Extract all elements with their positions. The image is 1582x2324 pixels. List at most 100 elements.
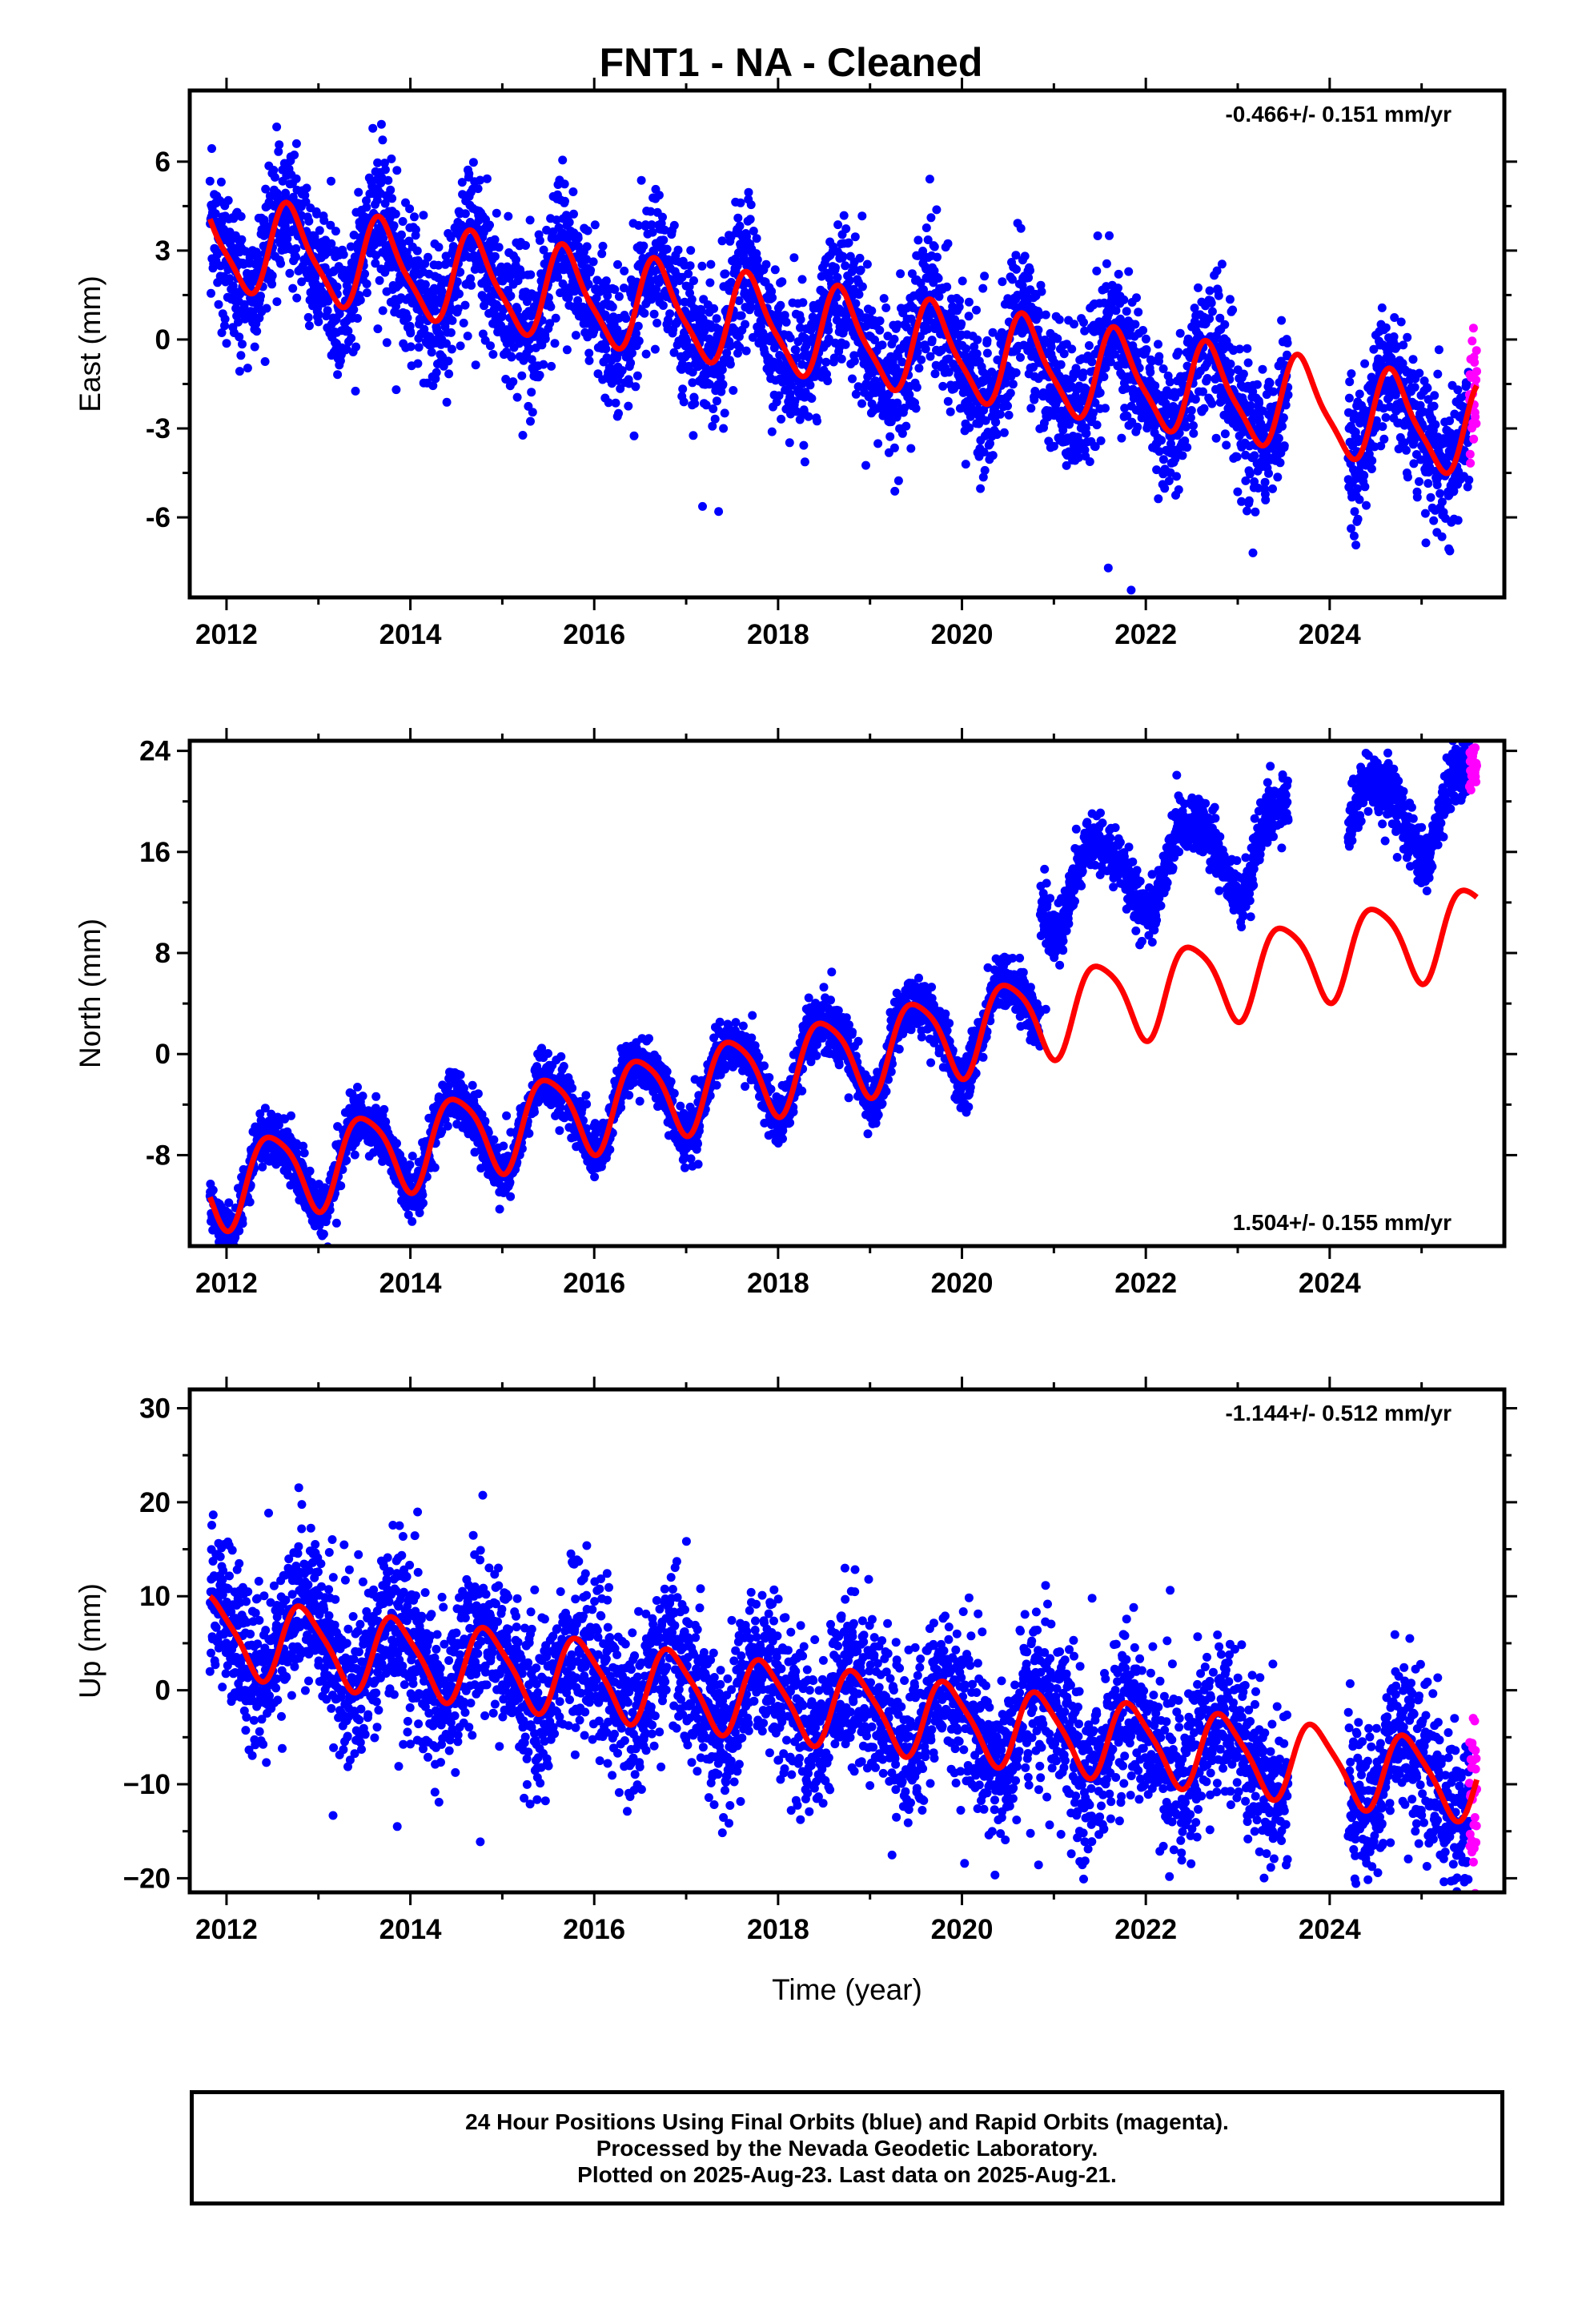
final-orbit-point — [972, 349, 982, 359]
final-orbit-point — [652, 318, 662, 328]
final-orbit-point — [725, 360, 735, 369]
final-orbit-point — [608, 302, 617, 312]
final-orbit-point — [1453, 516, 1463, 525]
final-orbit-point — [270, 172, 279, 182]
final-orbit-point — [1431, 420, 1440, 429]
final-orbit-point — [1110, 349, 1119, 359]
final-orbit-point — [669, 348, 679, 357]
final-orbit-point — [238, 1219, 247, 1228]
final-orbit-point — [610, 285, 620, 294]
final-orbit-point — [544, 293, 553, 303]
final-orbit-point — [414, 343, 424, 352]
final-orbit-point — [1090, 398, 1100, 408]
final-orbit-point — [1359, 471, 1369, 480]
final-orbit-point — [387, 194, 397, 203]
final-orbit-point — [1391, 390, 1400, 400]
final-orbit-point — [982, 348, 992, 358]
final-orbit-point — [850, 232, 860, 242]
final-orbit-point — [371, 259, 380, 268]
final-orbit-point — [347, 333, 356, 343]
final-orbit-point — [1232, 452, 1242, 461]
final-orbit-point — [1011, 368, 1021, 377]
final-orbit-point — [1158, 364, 1168, 373]
final-orbit-point — [1026, 266, 1034, 275]
final-orbit-point — [1258, 364, 1267, 374]
final-orbit-point — [1174, 348, 1183, 357]
final-orbit-point — [483, 283, 492, 293]
final-orbit-point — [437, 287, 447, 296]
final-orbit-point — [560, 196, 569, 206]
final-orbit-point — [798, 298, 808, 308]
final-orbit-point — [848, 374, 857, 384]
final-orbit-point — [927, 336, 937, 345]
final-orbit-point — [890, 486, 900, 496]
final-orbit-point — [1409, 459, 1419, 468]
final-orbit-point — [466, 274, 476, 283]
final-orbit-point — [662, 244, 672, 254]
final-orbit-point — [1186, 406, 1196, 415]
final-orbit-point — [746, 200, 756, 210]
rapid-orbit-point — [1466, 458, 1476, 468]
final-orbit-point — [1054, 315, 1064, 324]
final-orbit-point — [235, 1226, 244, 1236]
final-orbit-point — [290, 151, 299, 159]
final-orbit-point — [601, 276, 611, 286]
final-orbit-point — [406, 328, 416, 338]
final-orbit-point — [224, 1198, 234, 1208]
final-orbit-point — [1211, 433, 1221, 443]
final-orbit-point — [1092, 420, 1102, 430]
final-orbit-point — [456, 341, 465, 351]
final-orbit-point — [697, 261, 707, 271]
final-orbit-point — [291, 252, 300, 262]
final-orbit-point — [923, 235, 933, 244]
rapid-orbit-point — [1472, 419, 1481, 428]
final-orbit-point — [824, 325, 833, 335]
final-orbit-point — [302, 183, 311, 193]
final-orbit-point — [326, 220, 335, 230]
final-orbit-point — [1080, 326, 1090, 336]
final-orbit-point — [914, 364, 924, 373]
rapid-orbit-point — [1472, 346, 1481, 356]
final-orbit-point — [397, 230, 406, 239]
final-orbit-point — [1403, 472, 1412, 482]
final-orbit-point — [965, 363, 974, 372]
final-orbit-point — [405, 204, 415, 214]
x-tick-label: 2024 — [1299, 619, 1361, 650]
final-orbit-point — [626, 358, 636, 368]
final-orbit-point — [216, 177, 226, 187]
final-orbit-point — [540, 334, 550, 344]
final-orbit-point — [460, 300, 470, 310]
final-orbit-point — [255, 1109, 265, 1119]
final-orbit-point — [1178, 451, 1187, 460]
final-orbit-point — [413, 359, 423, 368]
final-orbit-point — [238, 340, 247, 349]
final-orbit-point — [938, 381, 948, 391]
final-orbit-point — [1396, 317, 1406, 327]
final-orbit-point — [444, 369, 454, 379]
final-orbit-point — [639, 241, 648, 251]
final-orbit-point — [1074, 452, 1083, 462]
final-orbit-point — [821, 357, 831, 367]
final-orbit-point — [735, 343, 745, 352]
final-orbit-point — [1199, 387, 1207, 396]
final-orbit-point — [217, 328, 227, 337]
final-orbit-point — [774, 391, 784, 400]
final-orbit-point — [1260, 477, 1270, 487]
final-orbit-point — [1344, 393, 1354, 403]
final-orbit-point — [633, 321, 643, 331]
final-orbit-point — [629, 431, 639, 440]
final-orbit-point — [1152, 465, 1162, 475]
final-orbit-point — [1399, 340, 1408, 350]
final-orbit-point — [267, 271, 277, 280]
final-orbit-point — [647, 220, 656, 230]
final-orbit-point — [453, 304, 463, 314]
final-orbit-point — [243, 364, 252, 373]
final-orbit-point — [258, 1162, 267, 1172]
final-orbit-point — [1095, 388, 1105, 397]
final-orbit-point — [706, 259, 716, 269]
final-orbit-point — [1198, 351, 1207, 360]
final-orbit-point — [468, 158, 478, 167]
final-orbit-point — [339, 250, 348, 259]
final-orbit-point — [486, 341, 495, 351]
final-orbit-point — [1233, 487, 1243, 497]
